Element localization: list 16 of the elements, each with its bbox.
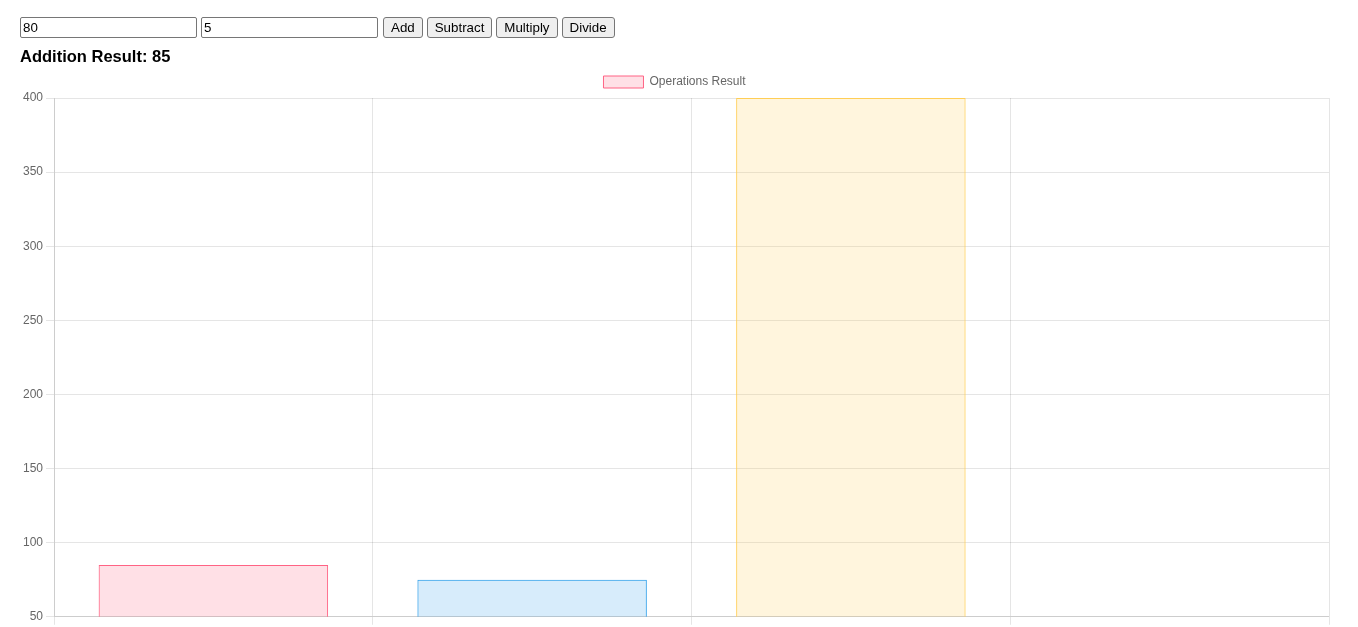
y-tick-label: 250 (22, 312, 44, 327)
button: Multiply (496, 17, 558, 38)
button: Add (383, 17, 423, 38)
y-tick-label: 400 (22, 90, 44, 105)
text-field: 5 (201, 17, 378, 38)
y-tick-label: 350 (22, 164, 44, 179)
y-tick-label: 50 (29, 609, 44, 624)
legend-label: Operations Result (649, 74, 747, 89)
button: Divide (561, 17, 615, 38)
y-tick-label: 150 (22, 460, 44, 475)
chart-title: Addition Result: 85 (20, 46, 171, 66)
y-tick-label: 100 (22, 535, 44, 549)
y-tick-label: 200 (22, 386, 44, 401)
y-tick-label: 300 (22, 238, 44, 253)
button: Subtract (426, 17, 493, 38)
text-field: 80 (20, 17, 197, 38)
